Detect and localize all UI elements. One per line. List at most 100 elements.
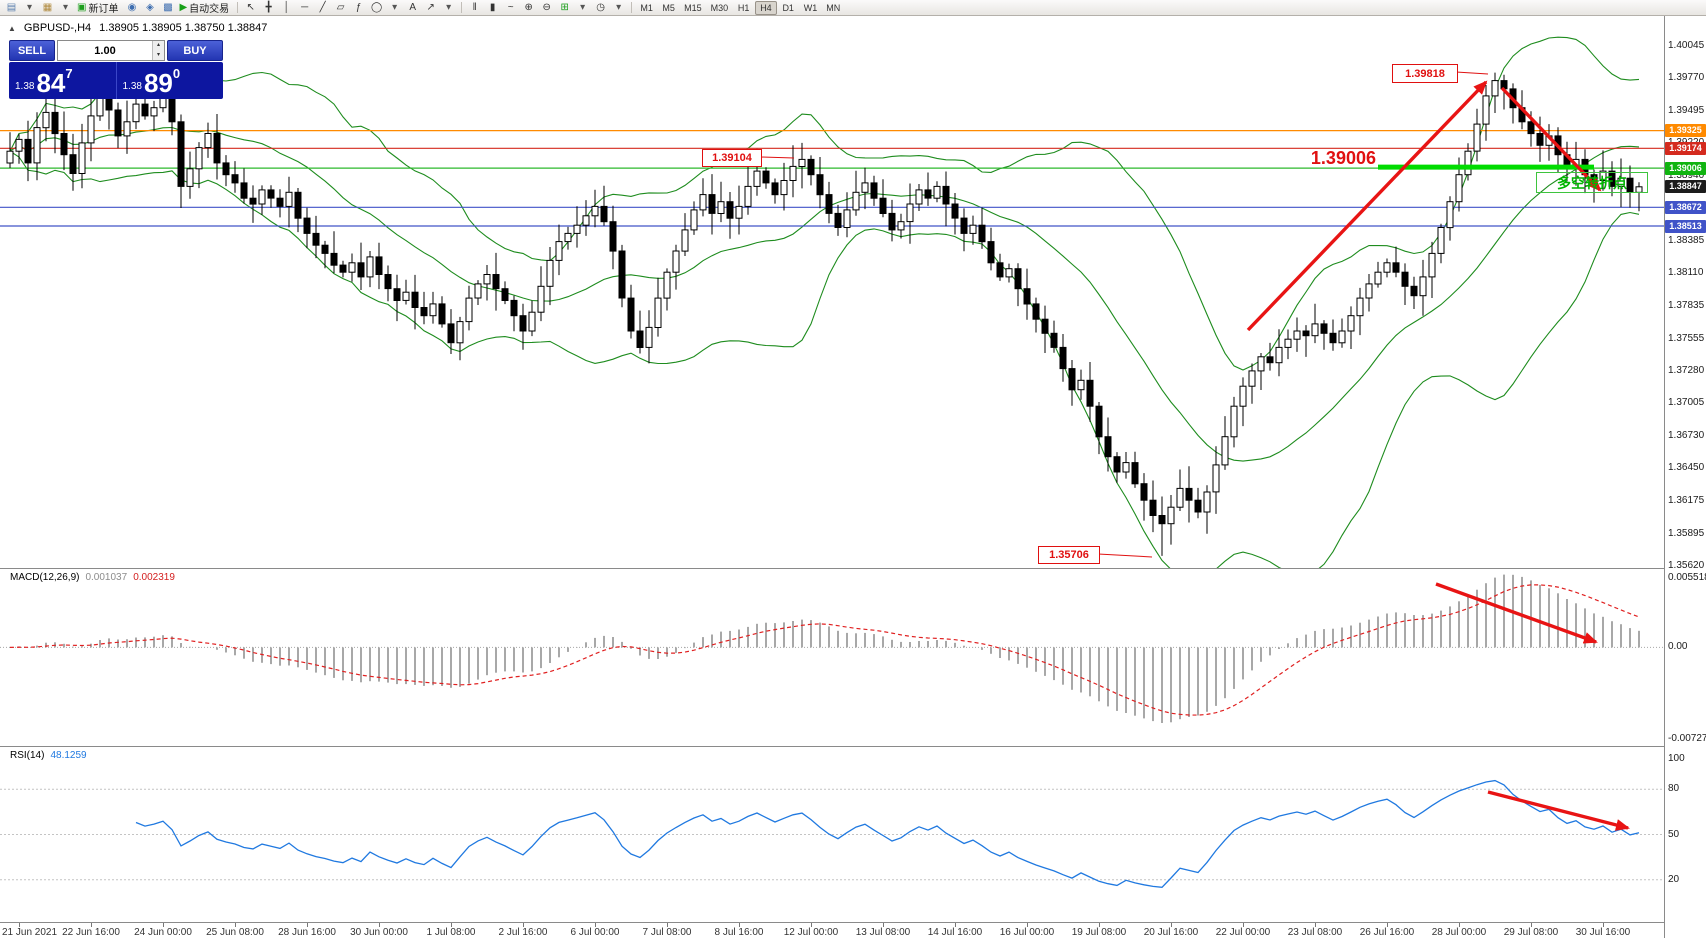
rsi-pane[interactable] <box>0 779 1664 888</box>
bollinger-middle-line[interactable] <box>9 126 1640 462</box>
line-chart-icon[interactable]: ~ <box>502 1 519 15</box>
macd-pane[interactable] <box>0 574 1664 723</box>
sell-price-prefix: 1.38 <box>15 81 35 92</box>
volume-down-icon[interactable]: ▾ <box>153 50 164 60</box>
price-axis-border <box>1664 16 1665 938</box>
candlestick-chart-icon[interactable]: ▮ <box>484 1 501 15</box>
time-axis-label: 12 Jul 00:00 <box>783 927 839 938</box>
time-axis-tick <box>739 923 740 927</box>
price-axis-label: 1.35620 <box>1668 560 1705 571</box>
time-axis-label: 2 Jul 16:00 <box>498 927 548 938</box>
buy-button[interactable]: BUY <box>167 40 223 61</box>
macd-signal-line[interactable] <box>9 584 1640 716</box>
volume-spinner[interactable]: ▴ ▾ <box>152 41 164 60</box>
arrows-chevron-icon[interactable]: ▾ <box>440 1 457 15</box>
timeframe-w1-button[interactable]: W1 <box>803 2 818 13</box>
indicators-chevron-icon[interactable]: ▾ <box>574 1 591 15</box>
indicators-icon[interactable]: ⊞ <box>556 1 573 15</box>
trend-arrow[interactable] <box>1246 80 1488 332</box>
bid-ask-display: 1.38 84 7 1.38 89 0 <box>9 62 223 99</box>
timeframes-chevron-icon: ▾ <box>616 2 622 13</box>
shapes-chevron-icon[interactable]: ▾ <box>386 1 403 15</box>
rsi-line[interactable] <box>135 779 1640 888</box>
timeframe-m30-button[interactable]: M30 <box>710 2 729 13</box>
time-axis-tick <box>235 923 236 927</box>
timeframe-mn-button[interactable]: MN <box>826 2 841 13</box>
trend-arrow[interactable] <box>1435 582 1598 644</box>
arrows-tool-icon[interactable]: ↗ <box>422 1 439 15</box>
price-badge: 1.39325 <box>1665 124 1706 138</box>
time-axis-label: 26 Jul 16:00 <box>1359 927 1415 938</box>
sell-button[interactable]: SELL <box>9 40 55 61</box>
time-axis[interactable]: 21 Jun 2021 22 Jun 16:00 24 Jun 00:00 25 Ju… <box>0 922 1706 938</box>
annotation-leader-line <box>759 156 795 159</box>
trend-arrows[interactable] <box>759 71 1630 831</box>
timeframe-m1-button[interactable]: M1 <box>640 2 653 13</box>
equidistant-channel-icon[interactable]: ▱ <box>332 1 349 15</box>
time-axis-label: 13 Jul 08:00 <box>855 927 911 938</box>
time-axis-tick <box>379 923 380 927</box>
price-axis-label: 1.40045 <box>1668 39 1705 51</box>
annotation-high-price-label[interactable]: 1.39818 <box>1392 64 1458 83</box>
one-click-toggle-icon[interactable]: ▲ <box>8 23 16 33</box>
shapes-icon[interactable]: ◯ <box>368 1 385 15</box>
bar-chart-icon: ‖ <box>472 2 477 13</box>
crosshair-icon[interactable]: ╋ <box>260 1 277 15</box>
trend-arrow[interactable] <box>1500 86 1602 192</box>
vertical-line-icon[interactable]: │ <box>278 1 295 15</box>
pane-divider-macd[interactable] <box>0 568 1706 569</box>
annotation-mid-price-label[interactable]: 1.39104 <box>702 149 762 167</box>
annotation-turning-point-label[interactable]: 多空转折点 <box>1536 172 1648 193</box>
time-axis-tick <box>1387 923 1388 927</box>
fibonacci-icon[interactable]: ƒ <box>350 1 367 15</box>
horizontal-line-icon[interactable]: ─ <box>296 1 313 15</box>
profiles-chevron-icon[interactable]: ▾ <box>57 1 74 15</box>
data-window-icon[interactable]: ◈ <box>141 1 158 15</box>
navigator-icon[interactable]: ▩ <box>159 1 176 15</box>
volume-stepper[interactable]: 1.00 ▴ ▾ <box>57 40 165 61</box>
annotation-big-price-text[interactable]: 1.39006 <box>1310 147 1376 168</box>
bar-chart-icon[interactable]: ‖ <box>466 1 483 15</box>
new-chart-chevron-icon[interactable]: ▾ <box>21 1 38 15</box>
shapes-chevron-icon: ▾ <box>392 2 398 13</box>
market-watch-icon[interactable]: ◉ <box>123 1 140 15</box>
profiles-icon[interactable]: ▦ <box>39 1 56 15</box>
toolbar: ▤ ▾ ▦ ▾ ▣ 新订单 ◉ ◈ ▩ ▶ 自动交易 ↖ ╋ │ ─ ╱ ▱ ƒ ◯ ▾ A ↗ ▾ ‖ ▮ ~ ⊕ ⊖ ⊞ ▾ ◷ ▾ M1 M… <box>0 0 1706 16</box>
timeframe-m5-button[interactable]: M5 <box>662 2 675 13</box>
price-axis-label: 1.39770 <box>1668 72 1705 84</box>
timeframes-chevron-icon[interactable]: ▾ <box>610 1 627 15</box>
bollinger-lower-line[interactable] <box>9 150 1640 577</box>
timeframe-m15-button[interactable]: M15 <box>684 2 702 13</box>
volume-up-icon[interactable]: ▴ <box>153 41 164 51</box>
time-axis-label: 24 Jun 00:00 <box>134 927 192 938</box>
time-axis-label: 19 Jul 08:00 <box>1071 927 1127 938</box>
time-axis-tick <box>1315 923 1316 927</box>
zoom-out-icon[interactable]: ⊖ <box>538 1 555 15</box>
price-badge: 1.38847 <box>1665 180 1706 194</box>
text-label-icon[interactable]: A <box>404 1 421 15</box>
price-badge: 1.38672 <box>1665 200 1706 214</box>
time-axis-tick <box>955 923 956 927</box>
price-axis[interactable]: 1.400451.397701.394951.392201.389401.386… <box>1665 0 1706 938</box>
candlestick-chart-icon: ▮ <box>489 2 496 13</box>
timeframe-h1-button[interactable]: H1 <box>737 2 750 13</box>
timeframe-d1-button[interactable]: D1 <box>782 2 794 13</box>
annotation-low-price-label[interactable]: 1.35706 <box>1038 546 1100 564</box>
line-chart-icon: ~ <box>507 2 514 13</box>
new-order-button[interactable]: ▣ 新订单 <box>75 1 122 15</box>
trendline-icon[interactable]: ╱ <box>314 1 331 15</box>
main-price-pane[interactable] <box>0 36 1664 577</box>
new-chart-icon[interactable]: ▤ <box>3 1 20 15</box>
pane-divider-rsi[interactable] <box>0 746 1706 747</box>
trend-arrow[interactable] <box>1487 790 1630 831</box>
autotrade-button[interactable]: ▶ 自动交易 <box>177 1 233 15</box>
volume-value[interactable]: 1.00 <box>94 44 116 57</box>
zoom-in-icon[interactable]: ⊕ <box>520 1 537 15</box>
timeframes-icon[interactable]: ◷ <box>592 1 609 15</box>
zoom-in-icon: ⊕ <box>524 2 533 13</box>
timeframe-h4-button[interactable]: H4 <box>755 0 777 15</box>
cursor-icon[interactable]: ↖ <box>242 1 259 15</box>
price-axis-label: 1.36730 <box>1668 429 1705 441</box>
trendline-icon: ╱ <box>319 2 326 13</box>
